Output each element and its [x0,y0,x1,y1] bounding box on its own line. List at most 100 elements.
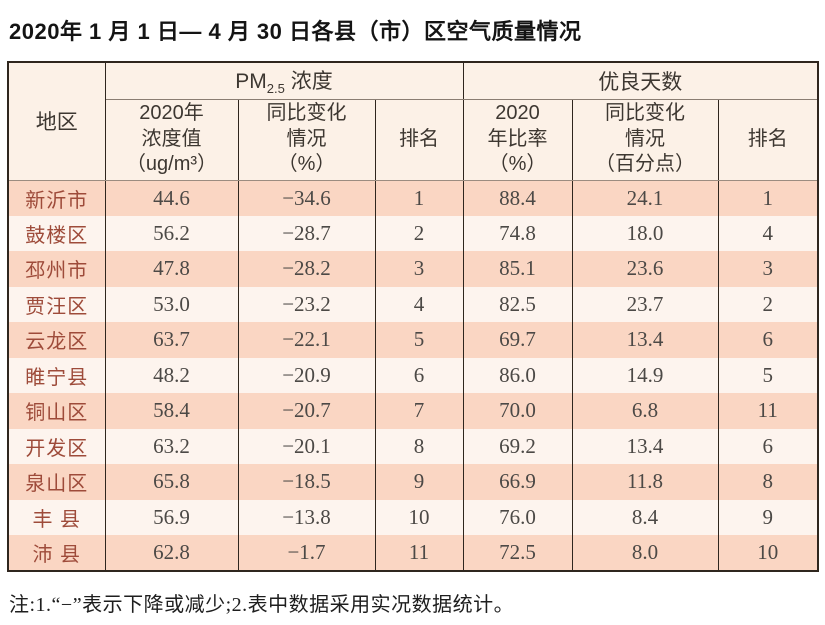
value-cell: 66.9 [462,464,573,500]
value-cell: 18.0 [571,215,719,251]
value-cell: 6 [717,428,819,464]
value-cell: 3 [717,251,819,287]
region-cell: 开发区 [7,428,106,464]
value-cell: 11 [374,535,464,571]
table-row: 沛 县 62.8 −1.7 11 72.5 8.0 10 [7,535,819,571]
value-cell: 8.0 [571,535,719,571]
air-quality-table: 地区 PM2.5 浓度 优良天数 2020年 浓度值 （ug/m³） 同比变化 … [7,61,820,572]
region-cell: 贾汪区 [7,286,106,322]
value-cell: −20.1 [237,428,376,464]
table-row: 睢宁县 48.2 −20.9 6 86.0 14.9 5 [7,357,819,393]
region-cell: 邳州市 [7,251,106,287]
value-cell: −1.7 [237,535,376,571]
value-cell: 88.4 [462,180,573,216]
value-cell: 74.8 [462,215,573,251]
value-cell: 2 [717,286,819,322]
header-good-rate: 2020 年比率 （%） [462,99,573,181]
region-cell: 睢宁县 [7,357,106,393]
region-cell: 新沂市 [7,180,106,216]
value-cell: 1 [374,180,464,216]
table-row: 邳州市 47.8 −28.2 3 85.1 23.6 3 [7,251,819,287]
table-header: 地区 PM2.5 浓度 优良天数 2020年 浓度值 （ug/m³） 同比变化 … [7,62,819,181]
value-cell: 23.6 [571,251,719,287]
region-cell: 铜山区 [7,393,106,429]
value-cell: −28.2 [237,251,376,287]
value-cell: 3 [374,251,464,287]
header-good-rank: 排名 [717,99,819,181]
value-cell: 13.4 [571,428,719,464]
value-cell: 11.8 [571,464,719,500]
value-cell: 13.4 [571,322,719,358]
value-cell: 63.7 [104,322,239,358]
value-cell: 8.4 [571,499,719,535]
value-cell: 9 [374,464,464,500]
value-cell: 69.7 [462,322,573,358]
region-cell: 鼓楼区 [7,215,106,251]
header-pm25-change: 同比变化 情况 （%） [237,99,376,181]
table-row: 云龙区 63.7 −22.1 5 69.7 13.4 6 [7,322,819,358]
value-cell: 85.1 [462,251,573,287]
pm25-label: PM [235,70,267,94]
value-cell: 56.9 [104,499,239,535]
value-cell: 82.5 [462,286,573,322]
value-cell: 4 [374,286,464,322]
region-cell: 沛 县 [7,535,106,571]
value-cell: −20.9 [237,357,376,393]
value-cell: −34.6 [237,180,376,216]
region-cell: 泉山区 [7,464,106,500]
value-cell: −13.8 [237,499,376,535]
value-cell: 58.4 [104,393,239,429]
value-cell: 2 [374,215,464,251]
header-good-days-group: 优良天数 [462,62,819,100]
page-title: 2020年 1 月 1 日— 4 月 30 日各县（市）区空气质量情况 [9,19,582,44]
value-cell: 53.0 [104,286,239,322]
value-cell: 1 [717,180,819,216]
header-pm25-group: PM2.5 浓度 [104,62,464,100]
header-good-change: 同比变化 情况 （百分点） [571,99,719,181]
table-row: 贾汪区 53.0 −23.2 4 82.5 23.7 2 [7,286,819,322]
header-pm25-value: 2020年 浓度值 （ug/m³） [104,99,239,181]
value-cell: 44.6 [104,180,239,216]
value-cell: 5 [717,357,819,393]
value-cell: 6.8 [571,393,719,429]
value-cell: 7 [374,393,464,429]
table-row: 开发区 63.2 −20.1 8 69.2 13.4 6 [7,428,819,464]
group-header-row: 地区 PM2.5 浓度 优良天数 [7,62,819,181]
value-cell: 76.0 [462,499,573,535]
sub-header-row: 2020年 浓度值 （ug/m³） 同比变化 情况 （%） 排名 2020 年比… [8,99,819,181]
value-cell: 5 [374,322,464,358]
value-cell: 8 [717,464,819,500]
table-row: 泉山区 65.8 −18.5 9 66.9 11.8 8 [7,464,819,500]
value-cell: 14.9 [571,357,719,393]
value-cell: 6 [717,322,819,358]
value-cell: −28.7 [237,215,376,251]
value-cell: 8 [374,428,464,464]
value-cell: −18.5 [237,464,376,500]
value-cell: 48.2 [104,357,239,393]
value-cell: 23.7 [571,286,719,322]
pm25-subscript: 2.5 [266,81,285,97]
value-cell: 70.0 [462,393,573,429]
value-cell: 4 [717,215,819,251]
table-row: 新沂市 44.6 −34.6 1 88.4 24.1 1 [7,180,819,216]
header-region: 地区 [7,62,106,181]
pm25-label-suffix: 浓度 [284,70,333,94]
table-row: 丰 县 56.9 −13.8 10 76.0 8.4 9 [7,499,819,535]
region-cell: 丰 县 [7,499,106,535]
value-cell: 62.8 [104,535,239,571]
table-row: 铜山区 58.4 −20.7 7 70.0 6.8 11 [7,393,819,429]
value-cell: 9 [717,499,819,535]
header-pm25-rank: 排名 [374,99,464,181]
value-cell: 72.5 [462,535,573,571]
table-row: 鼓楼区 56.2 −28.7 2 74.8 18.0 4 [7,215,819,251]
value-cell: 11 [717,393,819,429]
value-cell: −22.1 [237,322,376,358]
table-body: 新沂市 44.6 −34.6 1 88.4 24.1 1 鼓楼区 56.2 −28.7 2 74.8 1… [7,180,819,571]
value-cell: 10 [374,499,464,535]
region-cell: 云龙区 [7,322,106,358]
value-cell: 6 [374,357,464,393]
value-cell: 24.1 [571,180,719,216]
value-cell: 47.8 [104,251,239,287]
value-cell: 65.8 [104,464,239,500]
footnote: 注:1.“−”表示下降或减少;2.表中数据采用实况数据统计。 [9,593,515,616]
